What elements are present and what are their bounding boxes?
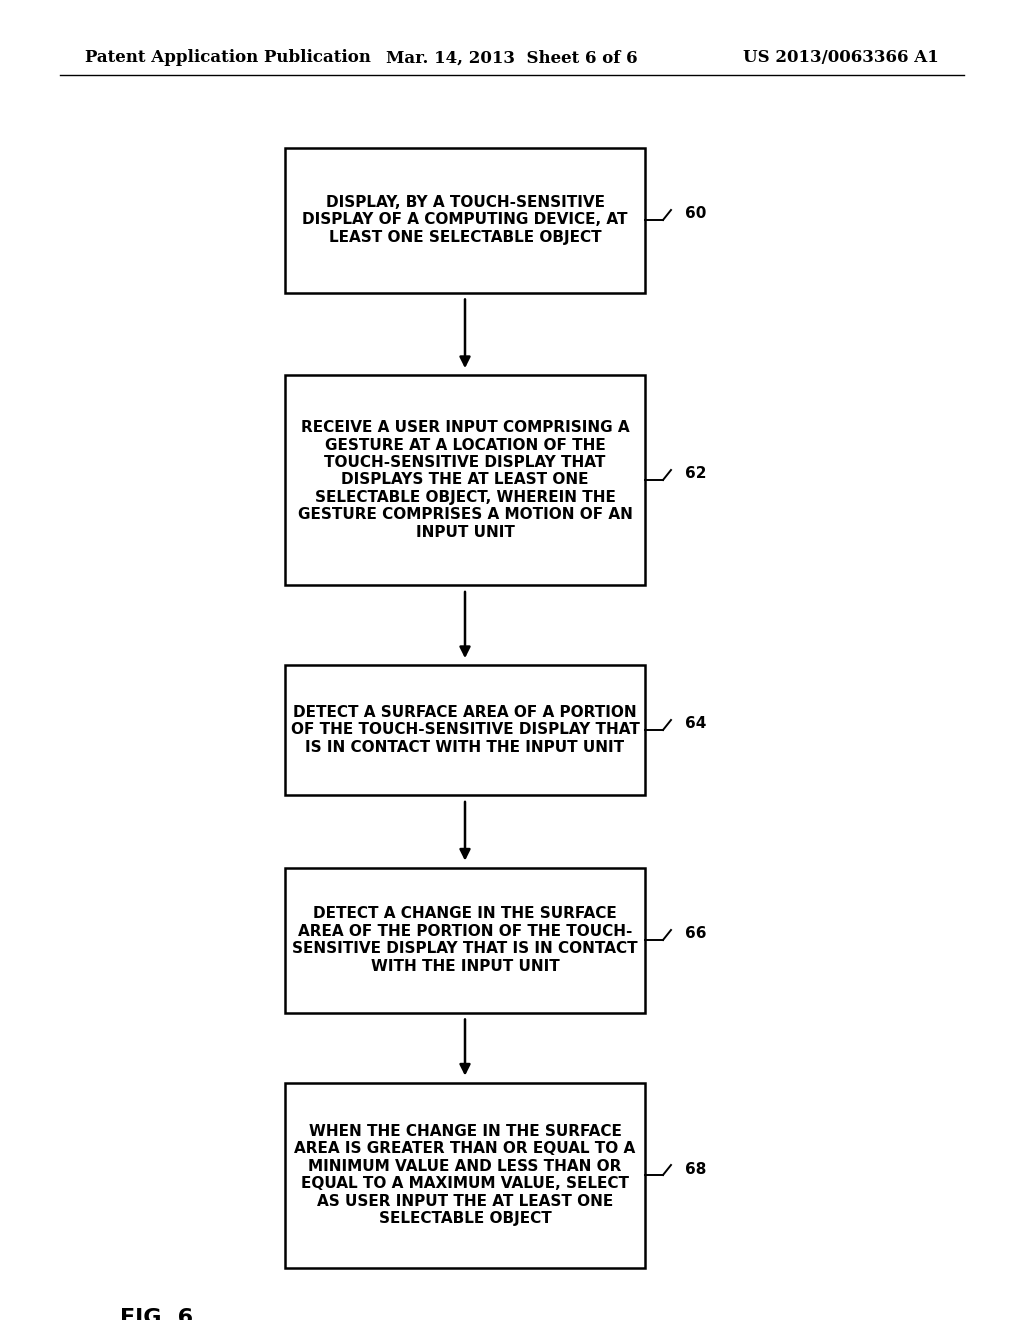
Text: 68: 68	[685, 1162, 707, 1176]
Text: DETECT A SURFACE AREA OF A PORTION
OF THE TOUCH-SENSITIVE DISPLAY THAT
IS IN CON: DETECT A SURFACE AREA OF A PORTION OF TH…	[291, 705, 639, 755]
Text: 62: 62	[685, 466, 707, 482]
Text: RECEIVE A USER INPUT COMPRISING A
GESTURE AT A LOCATION OF THE
TOUCH-SENSITIVE D: RECEIVE A USER INPUT COMPRISING A GESTUR…	[298, 420, 633, 540]
Text: Patent Application Publication: Patent Application Publication	[85, 49, 371, 66]
Bar	[285, 148, 645, 293]
Text: 64: 64	[685, 717, 707, 731]
Text: DETECT A CHANGE IN THE SURFACE
AREA OF THE PORTION OF THE TOUCH-
SENSITIVE DISPL: DETECT A CHANGE IN THE SURFACE AREA OF T…	[292, 907, 638, 974]
Bar	[285, 1082, 645, 1267]
Text: DISPLAY, BY A TOUCH-SENSITIVE
DISPLAY OF A COMPUTING DEVICE, AT
LEAST ONE SELECT: DISPLAY, BY A TOUCH-SENSITIVE DISPLAY OF…	[302, 195, 628, 246]
Text: Mar. 14, 2013  Sheet 6 of 6: Mar. 14, 2013 Sheet 6 of 6	[386, 49, 638, 66]
Text: WHEN THE CHANGE IN THE SURFACE
AREA IS GREATER THAN OR EQUAL TO A
MINIMUM VALUE : WHEN THE CHANGE IN THE SURFACE AREA IS G…	[294, 1125, 636, 1226]
Text: 66: 66	[685, 927, 707, 941]
Text: FIG. 6: FIG. 6	[120, 1308, 194, 1320]
Bar	[285, 867, 645, 1012]
Text: 60: 60	[685, 206, 707, 222]
Text: US 2013/0063366 A1: US 2013/0063366 A1	[743, 49, 939, 66]
Bar	[285, 665, 645, 795]
Bar	[285, 375, 645, 585]
